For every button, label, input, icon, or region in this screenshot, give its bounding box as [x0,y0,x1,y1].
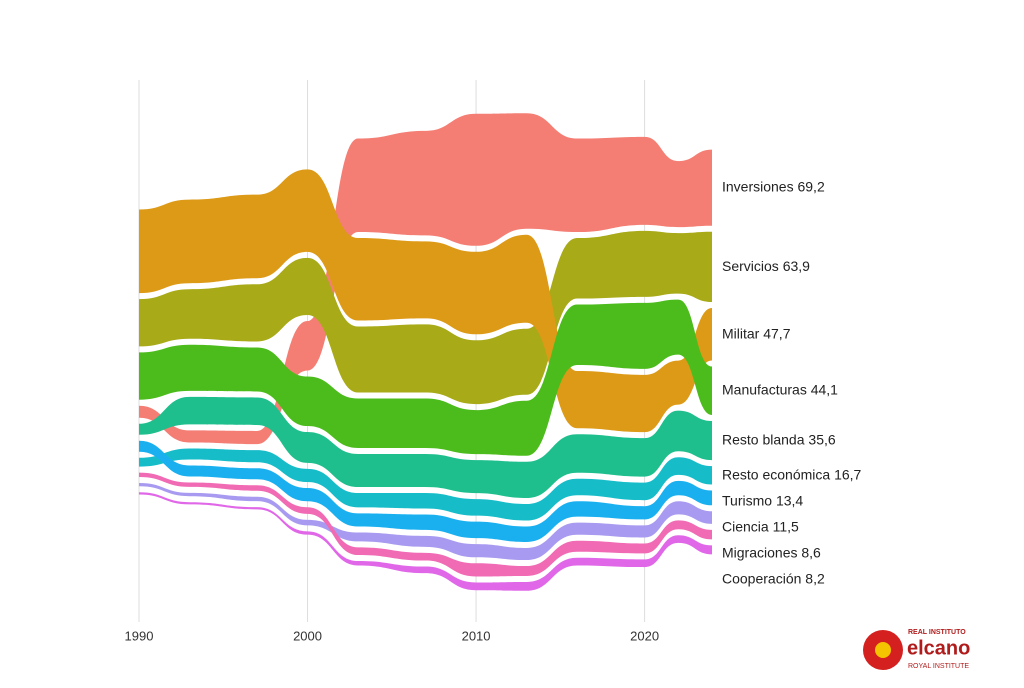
series-label: Manufacturas 44,1 [722,381,838,397]
ribbon [139,483,712,561]
x-tick-label: 1990 [125,628,154,643]
series-label: Turismo 13,4 [722,492,803,508]
logo: REAL INSTITUTO elcano ROYAL INSTITUTE [863,629,970,670]
ribbon [139,299,712,456]
series-label: Cooperación 8,2 [722,570,825,586]
series-label: Resto blanda 35,6 [722,431,836,447]
series-name: Manufacturas [722,381,807,397]
series-name: Militar [722,325,760,341]
series-label: Migraciones 8,6 [722,544,821,560]
ribbon [139,440,712,542]
series-value-label: 8,2 [805,570,825,586]
series-name: Ciencia [722,518,769,534]
logo-name: elcano [907,637,970,659]
series-value-label: 44,1 [811,381,838,397]
x-tick-label: 2020 [630,628,659,643]
x-tick-label: 2000 [293,628,322,643]
series-name: Migraciones [722,544,797,560]
ribbon [139,492,712,591]
series-name: Inversiones [722,178,794,194]
series-label: Ciencia 11,5 [722,518,799,534]
series-name: Cooperación [722,570,801,586]
series-label: Militar 47,7 [722,325,791,341]
series-name: Turismo [722,492,772,508]
series-name: Resto blanda [722,431,805,447]
series-value-label: 11,5 [773,518,799,534]
logo-bottom: ROYAL INSTITUTE [908,663,969,670]
x-tick-label: 2010 [462,628,491,643]
series-value-label: 63,9 [783,258,810,274]
series-value-label: 13,4 [776,492,803,508]
series-value-label: 35,6 [808,431,835,447]
logo-emblem-center [875,642,891,658]
ribbon [139,472,712,577]
ribbon [139,113,712,445]
ribbon [139,396,712,499]
series-value-label: 69,2 [797,178,824,194]
logo-top: REAL INSTITUTO [908,629,966,636]
series-name: Servicios [722,258,779,274]
series-label: Inversiones 69,2 [722,178,825,194]
series-label: Resto económica 16,7 [722,466,862,482]
ribbon [139,448,712,521]
ribbon [139,230,712,405]
series-name: Resto económica [722,466,830,482]
series-value-label: 8,6 [801,544,821,560]
series-value-label: 47,7 [763,325,790,341]
series-label: Servicios 63,9 [722,258,810,274]
series-value-label: 16,7 [834,466,861,482]
ribbons [139,113,712,591]
